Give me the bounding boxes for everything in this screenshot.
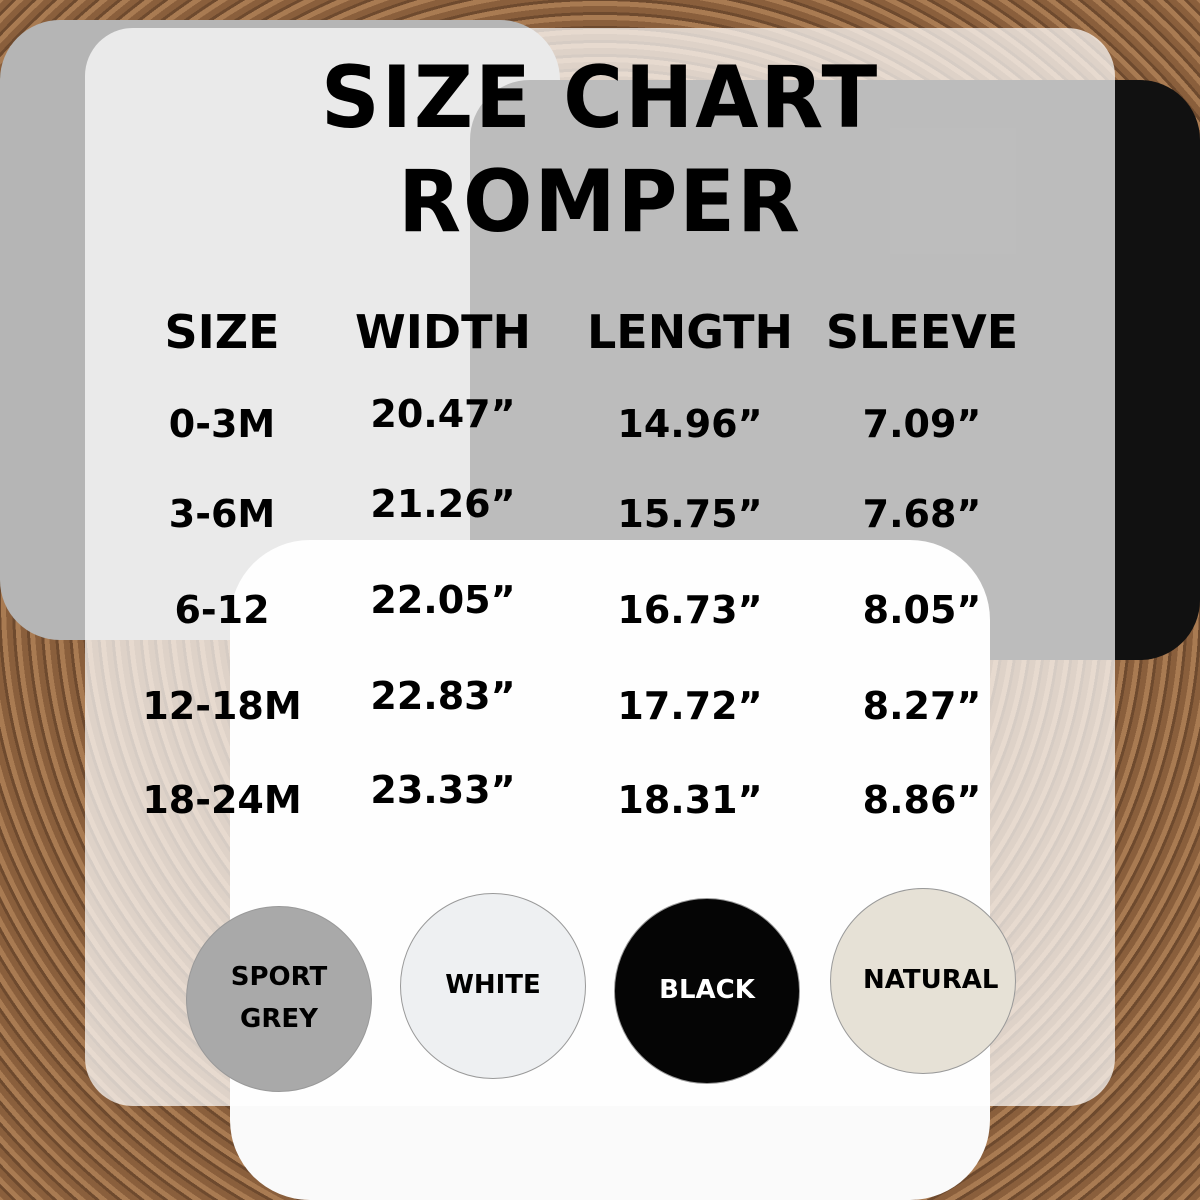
title-line-2: ROMPER xyxy=(398,152,802,252)
measurement-value: 7.09” xyxy=(862,402,982,446)
measurement-value: 18.31” xyxy=(617,778,763,822)
color-swatch-white: WHITE xyxy=(400,893,586,1079)
size-label: 12-18M xyxy=(142,684,302,728)
size-label: 0-3M xyxy=(168,402,276,446)
color-swatch-sport-grey: SPORT GREY xyxy=(186,906,372,1092)
measurement-value: 22.05” xyxy=(370,578,516,622)
measurement-value: 17.72” xyxy=(617,684,763,728)
color-label: BLACK xyxy=(659,975,755,1006)
color-swatch-natural: NATURAL xyxy=(830,888,1016,1074)
measurement-value: 23.33” xyxy=(370,768,516,812)
measurement-value: 8.27” xyxy=(862,684,982,728)
color-label: WHITE xyxy=(445,970,541,1001)
measurement-value: 22.83” xyxy=(370,674,516,718)
measurement-value: 7.68” xyxy=(862,492,982,536)
column-header-size: SIZE xyxy=(164,305,280,359)
color-label: SPORT GREY xyxy=(230,962,328,1034)
title-line-1: SIZE CHART xyxy=(320,48,880,148)
measurement-value: 16.73” xyxy=(617,588,763,632)
color-label: NATURAL xyxy=(863,965,999,996)
measurement-value: 8.05” xyxy=(862,588,982,632)
size-label: 18-24M xyxy=(142,778,302,822)
measurement-value: 21.26” xyxy=(370,482,516,526)
color-swatch-black: BLACK xyxy=(614,898,800,1084)
measurement-value: 8.86” xyxy=(862,778,982,822)
measurement-value: 20.47” xyxy=(370,392,516,436)
size-label: 6-12 xyxy=(174,588,270,632)
column-header-width: WIDTH xyxy=(355,305,531,359)
column-header-length: LENGTH xyxy=(586,305,794,359)
measurement-value: 15.75” xyxy=(617,492,763,536)
column-header-sleeve: SLEEVE xyxy=(825,305,1019,359)
measurement-value: 14.96” xyxy=(617,402,763,446)
size-label: 3-6M xyxy=(168,492,276,536)
